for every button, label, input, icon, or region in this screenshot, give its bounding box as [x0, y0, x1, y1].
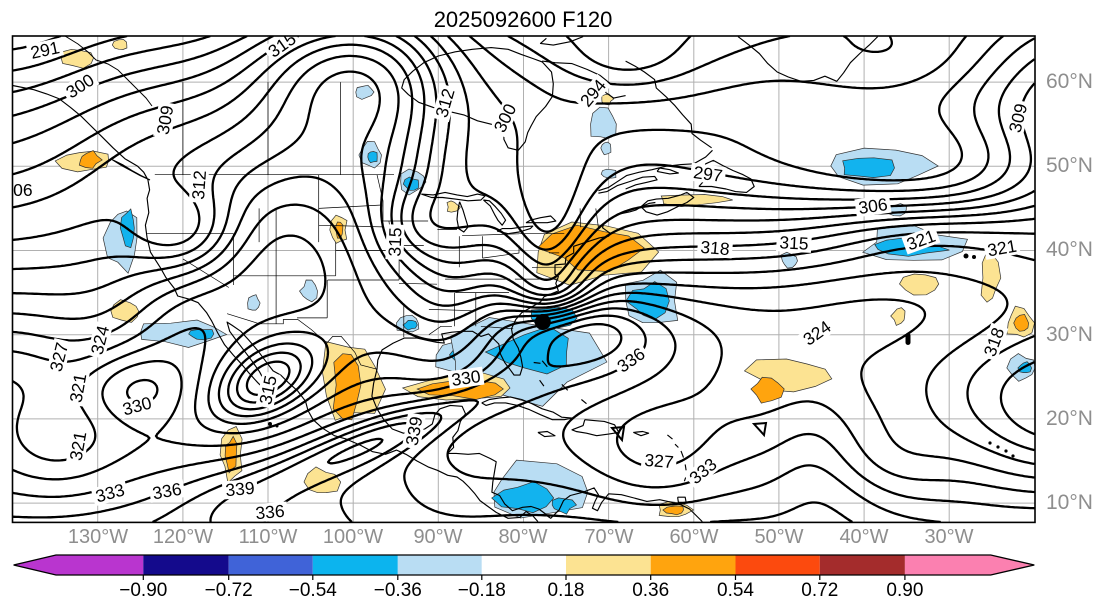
- svg-text:336: 336: [255, 501, 286, 523]
- svg-text:130°W: 130°W: [68, 526, 128, 548]
- svg-text:70°W: 70°W: [584, 526, 633, 548]
- svg-text:0.36: 0.36: [632, 580, 669, 601]
- svg-text:80°W: 80°W: [498, 526, 547, 548]
- svg-text:40°W: 40°W: [839, 526, 888, 548]
- svg-text:40°N: 40°N: [1046, 238, 1093, 261]
- svg-text:321: 321: [66, 430, 91, 462]
- svg-text:321: 321: [986, 236, 1018, 261]
- svg-text:90°W: 90°W: [413, 526, 462, 548]
- svg-text:330: 330: [450, 366, 482, 390]
- svg-text:0.72: 0.72: [801, 580, 838, 601]
- svg-text:−0.36: −0.36: [374, 580, 422, 601]
- svg-text:100°W: 100°W: [323, 526, 383, 548]
- svg-text:−0.90: −0.90: [119, 580, 167, 601]
- svg-text:339: 339: [402, 415, 427, 447]
- svg-text:30°W: 30°W: [924, 526, 973, 548]
- svg-text:0.54: 0.54: [717, 580, 754, 601]
- svg-text:297: 297: [692, 162, 724, 186]
- svg-text:110°W: 110°W: [239, 526, 298, 548]
- svg-text:336: 336: [151, 479, 183, 504]
- svg-text:321: 321: [66, 372, 91, 404]
- svg-text:306: 306: [3, 180, 32, 200]
- svg-text:0.18: 0.18: [548, 580, 585, 601]
- svg-text:2025092600 F120: 2025092600 F120: [434, 7, 613, 32]
- svg-text:30°N: 30°N: [1046, 323, 1093, 346]
- svg-text:−0.72: −0.72: [205, 580, 253, 601]
- svg-text:309: 309: [153, 104, 178, 136]
- svg-text:50°N: 50°N: [1046, 154, 1093, 177]
- svg-text:10°N: 10°N: [1046, 491, 1093, 514]
- svg-text:327: 327: [644, 450, 675, 472]
- svg-text:306: 306: [857, 194, 889, 218]
- svg-text:20°N: 20°N: [1046, 407, 1093, 430]
- svg-text:339: 339: [225, 478, 256, 500]
- svg-text:60°N: 60°N: [1046, 70, 1093, 93]
- svg-text:315: 315: [779, 232, 809, 254]
- svg-text:120°W: 120°W: [153, 526, 213, 548]
- svg-text:−0.54: −0.54: [289, 580, 338, 601]
- svg-text:318: 318: [700, 237, 731, 259]
- svg-text:50°W: 50°W: [754, 526, 803, 548]
- svg-text:312: 312: [188, 170, 210, 201]
- svg-text:315: 315: [384, 227, 405, 257]
- svg-text:−0.18: −0.18: [458, 580, 506, 601]
- svg-text:60°W: 60°W: [669, 526, 718, 548]
- svg-text:0.90: 0.90: [886, 580, 923, 601]
